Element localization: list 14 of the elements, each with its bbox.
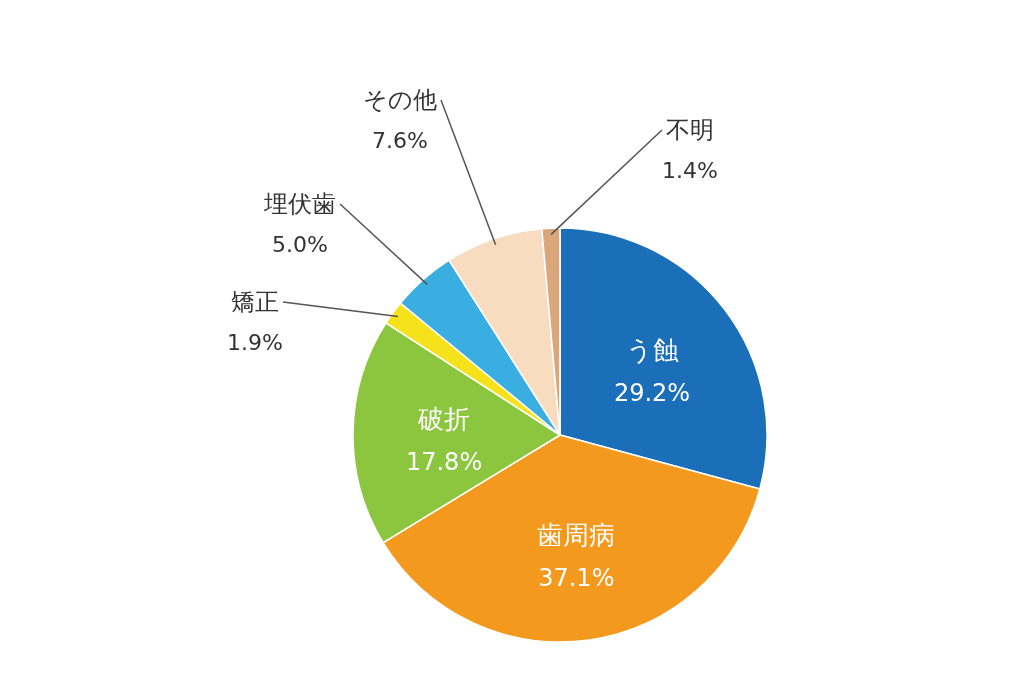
data-label: 17.8% xyxy=(405,447,483,476)
slice-label: 不明 xyxy=(666,116,714,144)
data-label: 29.2% xyxy=(613,378,691,407)
slice-label: う蝕 xyxy=(625,334,679,365)
data-label: 1.4% xyxy=(662,158,718,183)
slice-label: 埋伏歯 xyxy=(263,190,336,218)
slice-label: 破折 xyxy=(417,403,471,434)
data-label: 5.0% xyxy=(272,232,328,257)
slice-label: 矯正 xyxy=(231,288,279,316)
slice-label: その他 xyxy=(363,86,437,114)
slice-label: 歯周病 xyxy=(537,519,616,550)
data-label: 1.9% xyxy=(227,330,283,355)
data-label: 37.1% xyxy=(538,563,615,592)
data-label: 7.6% xyxy=(372,128,428,153)
